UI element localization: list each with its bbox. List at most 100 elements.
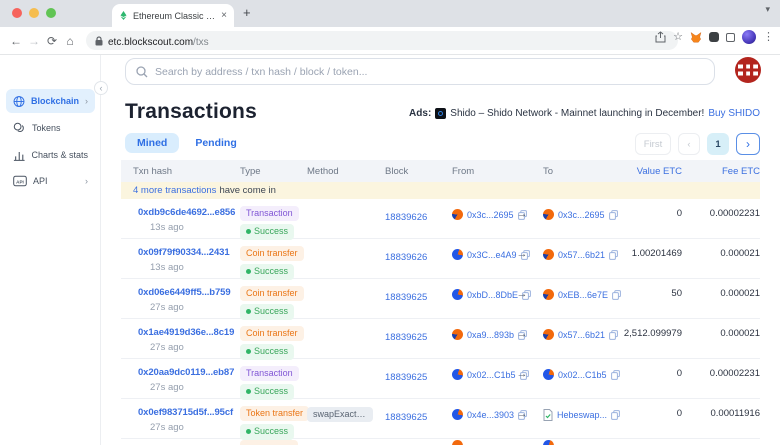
- from-address-link[interactable]: 0x3C...e4A9: [467, 250, 517, 260]
- txn-hash-link[interactable]: 0x09f79f90334...2431: [138, 247, 230, 258]
- sidebar-item-blockchain[interactable]: Blockchain ›: [6, 89, 95, 113]
- transactions-table: Txn hash Type Method Block From To Value…: [121, 160, 760, 445]
- new-tab-button[interactable]: +: [243, 5, 251, 20]
- tokens-icon: [13, 122, 26, 135]
- partial-type-badge: [240, 440, 298, 445]
- back-icon[interactable]: ←: [8, 34, 24, 48]
- sidebar: Blockchain › Tokens Charts & stats API A…: [0, 55, 101, 445]
- ad-text: Shido – Shido Network - Mainnet launchin…: [450, 108, 704, 119]
- chart-bars-icon: [13, 149, 25, 162]
- search-icon: [136, 66, 148, 78]
- tab-search-chevron-icon[interactable]: ▾: [765, 4, 770, 15]
- window-zoom-button[interactable]: [46, 8, 56, 18]
- txn-hash-link[interactable]: 0x20aa9dc0119...eb87: [138, 367, 234, 378]
- to-address-link[interactable]: 0x57...6b21: [558, 330, 605, 340]
- tab-title: Ethereum Classic transactions: [133, 11, 216, 21]
- pagination-next-button[interactable]: ›: [736, 133, 760, 155]
- from-avatar: [452, 249, 463, 260]
- status-badge: Success: [240, 304, 294, 319]
- to-address-link[interactable]: 0xEB...6e7E: [558, 290, 608, 300]
- block-link[interactable]: 18839625: [385, 292, 427, 303]
- chevron-right-icon: ›: [85, 176, 88, 186]
- txn-hash-link[interactable]: 0xd06e6449ff5...b759: [138, 287, 231, 298]
- to-address-link[interactable]: 0x02...C1b5: [558, 370, 607, 380]
- bookmark-star-icon[interactable]: ☆: [673, 32, 683, 43]
- type-badge: Coin transfer: [240, 286, 304, 301]
- block-link[interactable]: 18839625: [385, 372, 427, 383]
- search-input[interactable]: [155, 66, 704, 78]
- success-dot-icon: [246, 229, 251, 234]
- block-link[interactable]: 18839625: [385, 332, 427, 343]
- status-badge: Success: [240, 424, 294, 439]
- from-address-link[interactable]: 0xbD...8DbE: [467, 290, 518, 300]
- tab-pending[interactable]: Pending: [183, 133, 248, 153]
- new-transactions-link[interactable]: 4 more transactions: [133, 185, 216, 196]
- share-icon[interactable]: [655, 31, 666, 43]
- from-avatar: [452, 409, 463, 420]
- sidebar-item-tokens[interactable]: Tokens: [6, 116, 95, 140]
- partial-from-avatar: [452, 440, 463, 445]
- txn-age: 27s ago: [150, 382, 228, 393]
- txn-hash-link[interactable]: 0x1ae4919d36e...8c19: [138, 327, 234, 338]
- txn-hash-link[interactable]: 0x0ef983715d5f...95cf: [138, 407, 233, 418]
- from-address-link[interactable]: 0x4e...3903: [467, 410, 514, 420]
- sidebar-item-api[interactable]: API API ›: [6, 169, 95, 193]
- col-method: Method: [295, 166, 373, 177]
- ads-label: Ads:: [409, 108, 431, 119]
- table-header: Txn hash Type Method Block From To Value…: [121, 160, 760, 182]
- window-minimize-button[interactable]: [29, 8, 39, 18]
- tab-mined[interactable]: Mined: [125, 133, 179, 153]
- from-address-link[interactable]: 0xa9...893b: [467, 330, 514, 340]
- forward-icon[interactable]: →: [26, 34, 42, 48]
- pagination-first-button[interactable]: First: [635, 133, 671, 155]
- col-block: Block: [373, 166, 440, 177]
- table-row: 0x1ae4919d36e...8c19 27s ago Coin transf…: [121, 319, 760, 359]
- browser-tabstrip: Ethereum Classic transactions × + ▾: [0, 0, 780, 27]
- col-fee-etc[interactable]: Fee ETC: [682, 166, 760, 177]
- url-input[interactable]: etc.blockscout.com/txs: [86, 31, 678, 50]
- table-body: 0xdb9c6de4692...e856 13s ago Transaction…: [121, 199, 760, 439]
- etc-favicon: [119, 11, 128, 20]
- extension-icon[interactable]: [709, 32, 719, 42]
- side-panel-icon[interactable]: [726, 33, 735, 42]
- window-close-button[interactable]: [12, 8, 22, 18]
- block-link[interactable]: 18839626: [385, 252, 427, 263]
- home-icon[interactable]: ⌂: [62, 34, 78, 48]
- from-address-link[interactable]: 0x3c...2695: [467, 210, 514, 220]
- arrow-right-icon: →: [513, 199, 531, 240]
- success-dot-icon: [246, 349, 251, 354]
- status-badge: Success: [240, 264, 294, 279]
- metamask-extension-icon[interactable]: [690, 32, 702, 43]
- fee-cell: 0.00002231: [682, 359, 760, 400]
- menu-dots-icon[interactable]: ⋮: [763, 32, 774, 43]
- url-host: etc.blockscout.com: [108, 37, 193, 48]
- sidebar-collapse-button[interactable]: ‹: [94, 81, 108, 95]
- browser-tab[interactable]: Ethereum Classic transactions ×: [112, 4, 234, 27]
- browser-profile-avatar[interactable]: [742, 30, 756, 44]
- page-title: Transactions: [125, 100, 257, 124]
- reload-icon[interactable]: ⟳: [44, 34, 60, 48]
- to-avatar: [543, 289, 554, 300]
- to-address-link[interactable]: 0x57...6b21: [558, 250, 605, 260]
- sidebar-item-charts-stats[interactable]: Charts & stats: [6, 143, 95, 167]
- txn-hash-link[interactable]: 0xdb9c6de4692...e856: [138, 207, 235, 218]
- col-to: To: [531, 166, 608, 177]
- contract-icon: [543, 409, 553, 421]
- ad-link[interactable]: Buy SHIDO: [708, 108, 760, 119]
- network-icon[interactable]: [735, 57, 761, 83]
- col-value-etc[interactable]: Value ETC: [608, 166, 682, 177]
- to-address-link[interactable]: 0x3c...2695: [558, 210, 605, 220]
- fee-cell: 0.000021: [682, 279, 760, 320]
- success-dot-icon: [246, 429, 251, 434]
- block-link[interactable]: 18839625: [385, 412, 427, 423]
- tab-close-icon[interactable]: ×: [221, 11, 227, 21]
- new-transactions-notice: 4 more transactions have come in: [121, 182, 760, 199]
- pagination: First ‹ 1 ›: [635, 133, 760, 155]
- to-address-link[interactable]: Hebeswap...: [557, 410, 607, 420]
- notice-rest: have come in: [219, 185, 276, 196]
- from-address-link[interactable]: 0x02...C1b5: [467, 370, 516, 380]
- block-link[interactable]: 18839626: [385, 212, 427, 223]
- txn-tabs: Mined Pending: [125, 133, 249, 153]
- pagination-prev-button[interactable]: ‹: [678, 133, 700, 155]
- search-bar: [125, 58, 715, 85]
